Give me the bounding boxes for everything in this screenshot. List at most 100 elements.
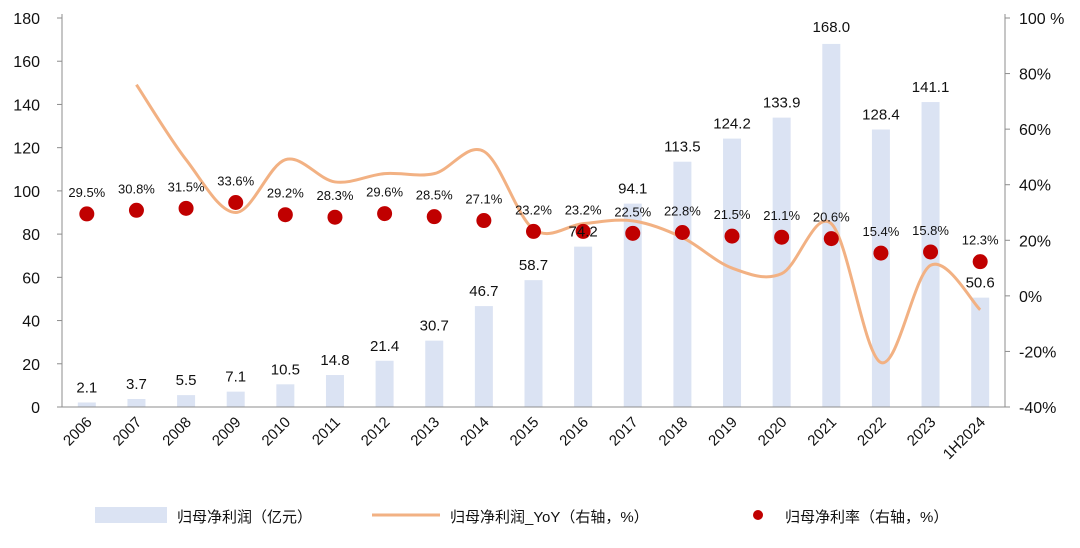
x-tick-label: 2021 <box>804 414 840 450</box>
margin-dot-2011 <box>327 209 343 225</box>
bar-value-label: 3.7 <box>126 376 147 393</box>
margin-dot-2017 <box>625 225 641 241</box>
margin-dot-2010 <box>277 207 293 223</box>
margin-value-label: 29.6% <box>366 185 403 200</box>
bar-value-label: 74.2 <box>569 224 598 241</box>
left-tick-label: 40 <box>22 314 40 331</box>
margin-value-label: 12.3% <box>962 233 999 248</box>
bar-1H2024 <box>971 297 990 407</box>
bar-2020 <box>772 117 791 407</box>
x-tick-label: 2015 <box>507 414 543 450</box>
x-tick-label: 2009 <box>209 414 245 450</box>
bar-value-label: 30.7 <box>420 318 449 335</box>
margin-dot-2014 <box>476 213 492 229</box>
bar-value-label: 46.7 <box>469 283 498 300</box>
margin-dot-2013 <box>426 209 442 225</box>
x-tick-label: 2018 <box>656 414 692 450</box>
bar-value-label: 141.1 <box>912 79 950 96</box>
bar-value-label: 168.0 <box>813 19 851 36</box>
margin-value-label: 28.5% <box>416 188 453 203</box>
x-tick-label: 2012 <box>358 414 394 450</box>
margin-value-label: 22.5% <box>614 204 651 219</box>
bar-value-label: 58.7 <box>519 257 548 274</box>
bar-value-label: 94.1 <box>618 181 647 198</box>
margin-dot-2015 <box>526 223 541 239</box>
x-tick-label: 2022 <box>854 414 890 450</box>
margin-dot-2008 <box>178 200 194 216</box>
margin-value-label: 20.6% <box>813 210 850 225</box>
bar-value-label: 14.8 <box>320 352 349 369</box>
left-tick-label: 100 <box>13 184 40 201</box>
x-tick-label: 2020 <box>755 414 791 450</box>
margin-dot-2012 <box>377 206 393 222</box>
bar-2011 <box>325 375 344 407</box>
legend-bar-swatch <box>95 507 167 523</box>
left-tick-label: 160 <box>13 54 40 71</box>
left-tick-label: 20 <box>22 357 40 374</box>
x-tick-label: 2008 <box>159 414 195 450</box>
x-tick-label: 2013 <box>407 414 443 450</box>
legend-line-label: 归母净利润_YoY（右轴，%） <box>450 509 649 526</box>
x-tick-label: 2010 <box>259 414 295 450</box>
bar-2006 <box>77 402 96 407</box>
right-tick-label: 100 % <box>1019 11 1064 28</box>
margin-dot-2023 <box>923 244 939 260</box>
x-tick-label: 2019 <box>705 414 741 450</box>
bar-2012 <box>375 360 394 407</box>
margin-value-label: 29.5% <box>68 185 105 200</box>
margin-dot-1H2024 <box>972 254 988 270</box>
yoy-line <box>135 83 982 365</box>
right-tick-label: -40% <box>1019 400 1056 417</box>
bar-value-label: 133.9 <box>763 95 801 112</box>
bar-value-label: 113.5 <box>664 139 700 156</box>
right-tick-label: 80% <box>1019 67 1051 84</box>
bar-2014 <box>474 306 493 407</box>
bar-2022 <box>871 129 890 407</box>
margin-value-label: 15.8% <box>912 223 949 238</box>
margin-value-label: 23.2% <box>565 202 602 217</box>
margin-value-label: 22.8% <box>664 204 701 219</box>
margin-dot-2020 <box>774 229 790 245</box>
x-tick-label: 2007 <box>110 414 146 450</box>
legend-dot-swatch <box>753 510 763 520</box>
bar-2015 <box>524 280 543 407</box>
left-tick-label: 140 <box>13 97 40 114</box>
margin-value-label: 21.5% <box>714 207 751 222</box>
bar-2007 <box>127 399 146 407</box>
margin-dot-2018 <box>674 225 690 241</box>
x-tick-label: 2006 <box>60 414 96 450</box>
bar-value-label: 5.5 <box>176 372 197 389</box>
left-tick-label: 80 <box>22 227 40 244</box>
left-tick-label: 120 <box>13 141 40 158</box>
margin-dot-2007 <box>128 202 144 218</box>
margin-dot-2009 <box>228 194 244 210</box>
margin-dot-2006 <box>79 206 95 222</box>
bar-2018 <box>673 161 692 407</box>
margin-value-label: 31.5% <box>168 179 205 194</box>
bar-value-label: 124.2 <box>713 116 751 133</box>
bar-2013 <box>425 340 444 407</box>
margin-dot-2016 <box>575 223 591 239</box>
margin-value-label: 28.3% <box>317 188 354 203</box>
x-tick-label: 2017 <box>606 414 642 450</box>
left-tick-label: 0 <box>31 400 40 417</box>
x-tick-label: 1H2024 <box>940 414 989 463</box>
bar-value-label: 50.6 <box>966 275 995 292</box>
right-tick-label: 20% <box>1019 233 1051 250</box>
right-tick-label: 0% <box>1019 289 1042 306</box>
bar-value-label: 7.1 <box>225 369 246 386</box>
margin-value-label: 21.1% <box>763 208 800 223</box>
margin-dot-2022 <box>873 245 889 261</box>
bar-2019 <box>723 138 742 407</box>
margin-value-label: 33.6% <box>217 173 254 188</box>
left-tick-label: 60 <box>22 270 40 287</box>
bar-2016 <box>574 246 593 407</box>
margin-dot-2021 <box>823 231 839 247</box>
bar-value-label: 21.4 <box>370 338 399 355</box>
bar-value-label: 2.1 <box>76 379 97 396</box>
x-tick-label: 2014 <box>457 414 493 450</box>
x-tick-label: 2011 <box>309 414 344 449</box>
legend-dot-label: 归母净利率（右轴，%） <box>785 509 948 526</box>
